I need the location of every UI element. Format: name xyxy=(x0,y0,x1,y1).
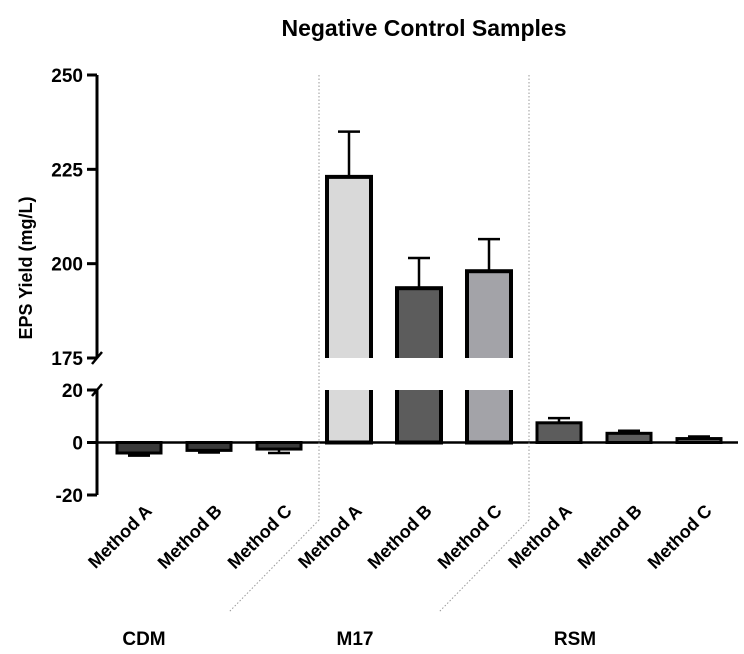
x-tick-label-1: Method B xyxy=(154,501,226,573)
y-tick-label-upper-1: 200 xyxy=(51,255,83,276)
x-tick-label-6: Method A xyxy=(504,501,576,573)
y-tick-label-upper-0: 175 xyxy=(51,349,83,370)
bar-5-break xyxy=(463,358,515,390)
bar-4-lower xyxy=(397,388,441,443)
chart-title: Negative Control Samples xyxy=(281,15,566,41)
y-tick-label-lower-0: -20 xyxy=(56,486,83,507)
y-tick-label-upper-2: 225 xyxy=(51,160,83,181)
y-axis-label: EPS Yield (mg/L) xyxy=(16,196,36,339)
bar-3-lower xyxy=(327,388,371,443)
x-tick-label-0: Method A xyxy=(84,501,156,573)
bar-3-upper xyxy=(327,177,371,360)
x-tick-label-4: Method B xyxy=(364,501,436,573)
bar-5-upper xyxy=(467,271,511,360)
x-tick-label-8: Method C xyxy=(644,501,716,573)
bar-4-break xyxy=(393,358,445,390)
y-tick-label-lower-1: 0 xyxy=(72,434,83,455)
group-label-1: M17 xyxy=(337,629,374,650)
bar-6 xyxy=(537,423,581,443)
bar-4-upper xyxy=(397,288,441,360)
bar-5-lower xyxy=(467,388,511,443)
bar-3-break xyxy=(323,358,375,390)
x-tick-label-5: Method C xyxy=(434,501,506,573)
x-tick-label-7: Method B xyxy=(574,501,646,573)
x-tick-label-3: Method A xyxy=(294,501,366,573)
group-label-0: CDM xyxy=(122,629,165,650)
bar-0 xyxy=(117,443,161,454)
group-label-2: RSM xyxy=(554,629,596,650)
bar-7 xyxy=(607,433,651,442)
y-tick-label-upper-3: 250 xyxy=(51,66,83,87)
y-tick-label-lower-2: 20 xyxy=(62,381,83,402)
x-tick-label-2: Method C xyxy=(224,501,296,573)
